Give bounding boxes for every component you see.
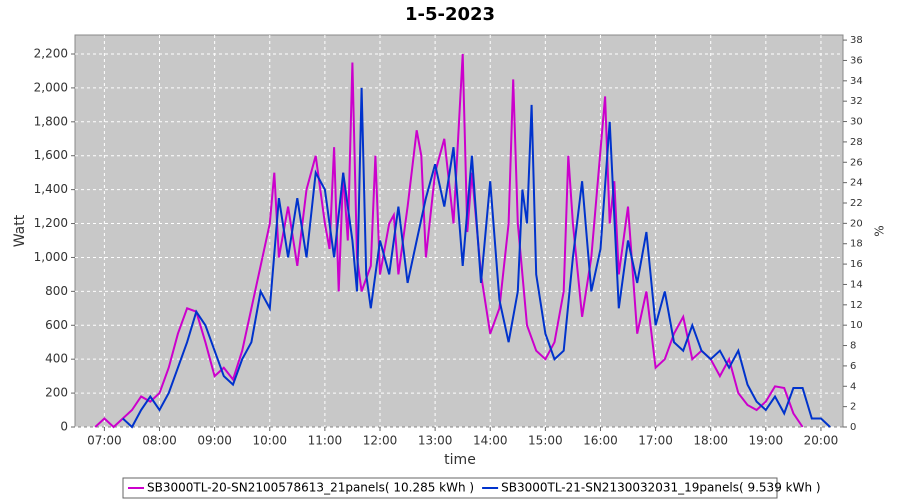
y-tick-label: 1,400 <box>34 182 68 196</box>
y2-tick-label: 6 <box>850 361 856 372</box>
y2-tick-label: 12 <box>850 300 863 311</box>
y2-tick-label: 8 <box>850 341 856 352</box>
y-tick-label: 1,800 <box>34 114 68 128</box>
x-tick-label: 20:00 <box>804 434 839 448</box>
legend <box>122 477 778 499</box>
y2-tick-label: 2 <box>850 402 856 413</box>
y2-tick-label: 20 <box>850 218 863 229</box>
legend-label: SB3000TL-21-SN2130032031_19panels( 9.539… <box>501 481 820 495</box>
y-tick-label: 2,000 <box>34 80 68 94</box>
y2-tick-label: 24 <box>850 178 863 189</box>
y2-axis-label: % <box>873 225 887 236</box>
series-line <box>122 87 831 429</box>
chart-title: 1-5-2023 <box>405 4 495 25</box>
legend-label: SB3000TL-20-SN2100578613_21panels( 10.28… <box>147 481 474 495</box>
x-tick-label: 17:00 <box>638 434 673 448</box>
y-tick-label: 0 <box>60 420 68 434</box>
y2-tick-label: 38 <box>850 35 863 46</box>
y2-tick-label: 18 <box>850 239 863 250</box>
y2-tick-label: 16 <box>850 259 863 270</box>
y-tick-label: 1,600 <box>34 148 68 162</box>
x-tick-label: 19:00 <box>749 434 784 448</box>
y2-tick-label: 36 <box>850 55 863 66</box>
y-tick-label: 600 <box>45 318 68 332</box>
x-tick-label: 13:00 <box>418 434 453 448</box>
series-line <box>94 53 804 429</box>
y-tick-label: 1,200 <box>34 216 68 230</box>
y2-tick-label: 34 <box>850 76 863 87</box>
x-tick-label: 18:00 <box>693 434 728 448</box>
x-tick-label: 08:00 <box>142 434 177 448</box>
x-tick-label: 07:00 <box>87 434 122 448</box>
y2-tick-label: 0 <box>850 422 856 433</box>
y-axis-label: Watt <box>12 214 28 247</box>
y2-tick-label: 10 <box>850 320 863 331</box>
y-tick-label: 2,200 <box>34 46 68 60</box>
x-axis-label: time <box>444 452 476 468</box>
y-tick-label: 1,000 <box>34 250 68 264</box>
y-tick-label: 800 <box>45 284 68 298</box>
y2-tick-label: 22 <box>850 198 863 209</box>
x-tick-label: 09:00 <box>197 434 232 448</box>
x-tick-label: 11:00 <box>308 434 343 448</box>
x-tick-label: 14:00 <box>473 434 508 448</box>
y-tick-label: 200 <box>45 386 68 400</box>
x-tick-label: 15:00 <box>528 434 563 448</box>
y2-tick-label: 32 <box>850 96 863 107</box>
x-tick-label: 12:00 <box>363 434 398 448</box>
y-tick-label: 400 <box>45 352 68 366</box>
y2-tick-label: 26 <box>850 157 863 168</box>
y2-tick-label: 4 <box>850 381 856 392</box>
x-tick-label: 10:00 <box>252 434 287 448</box>
y2-tick-label: 30 <box>850 117 863 128</box>
x-tick-label: 16:00 <box>583 434 618 448</box>
y2-tick-label: 14 <box>850 279 863 290</box>
y2-tick-label: 28 <box>850 137 863 148</box>
